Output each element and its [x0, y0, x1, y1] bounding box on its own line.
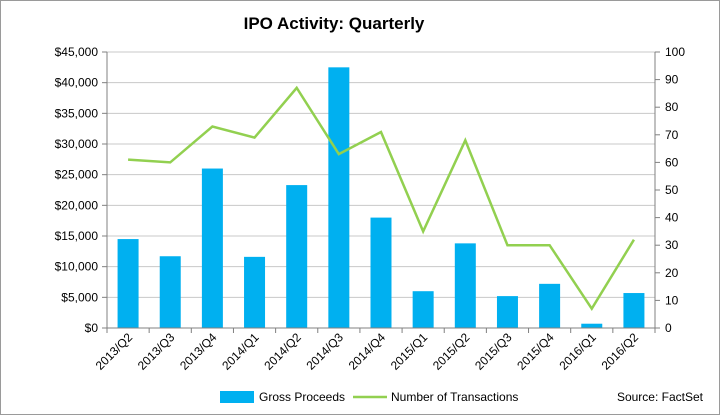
- x-axis-tick-label: 2015/Q4: [514, 330, 557, 373]
- right-axis-tick-label: 70: [665, 128, 679, 142]
- legend: Gross Proceeds Number of Transactions: [220, 390, 518, 404]
- x-axis-tick-label: 2014/Q2: [261, 330, 304, 373]
- left-axis-tick-label: $10,000: [55, 260, 99, 274]
- x-axis-tick-label: 2015/Q3: [472, 330, 515, 373]
- left-axis-tick-label: $45,000: [55, 45, 99, 59]
- right-axis-tick-labels: 0 10 20 30 40 50 60 70 80 90 100: [665, 45, 685, 335]
- right-axis-tick-label: 60: [665, 155, 679, 169]
- right-axis-tick-label: 20: [665, 266, 679, 280]
- left-axis-tick-label: $40,000: [55, 76, 99, 90]
- x-axis-tick-label: 2016/Q1: [556, 330, 599, 373]
- bar-gross-proceeds: [497, 296, 518, 328]
- x-axis-tick-label: 2013/Q4: [177, 330, 220, 373]
- left-axis-tick-label: $15,000: [55, 229, 99, 243]
- x-axis-tick-label: 2013/Q3: [135, 330, 178, 373]
- bar-gross-proceeds: [539, 284, 560, 328]
- bar-gross-proceeds: [202, 169, 223, 328]
- bar-gross-proceeds: [244, 257, 265, 328]
- right-axis-tick-label: 40: [665, 211, 679, 225]
- left-axis-tick-label: $0: [85, 321, 99, 335]
- x-axis-tick-label: 2014/Q1: [219, 330, 262, 373]
- bar-gross-proceeds: [581, 324, 602, 328]
- legend-label-number-of-transactions: Number of Transactions: [391, 390, 518, 404]
- bar-gross-proceeds: [455, 243, 476, 328]
- bar-gross-proceeds: [413, 291, 434, 328]
- x-axis-tick-label: 2015/Q1: [388, 330, 431, 373]
- bar-gross-proceeds: [328, 67, 349, 328]
- right-axis-tick-label: 30: [665, 238, 679, 252]
- bars-gross-proceeds: [118, 67, 645, 328]
- right-axis-tick-label: 0: [665, 321, 672, 335]
- left-axis-tick-labels: $0 $5,000 $10,000 $15,000 $20,000 $25,000 $30,…: [55, 45, 99, 335]
- source-note: Source: FactSet: [617, 390, 704, 404]
- bar-gross-proceeds: [371, 218, 392, 328]
- x-axis-tick-label: 2013/Q2: [93, 330, 136, 373]
- x-axis-tick-label: 2014/Q3: [304, 330, 347, 373]
- x-axis-tick-label: 2016/Q2: [599, 330, 642, 373]
- x-axis-tick-label: 2015/Q2: [430, 330, 473, 373]
- legend-label-gross-proceeds: Gross Proceeds: [259, 390, 345, 404]
- right-axis-tick-label: 50: [665, 183, 679, 197]
- bar-gross-proceeds: [118, 239, 139, 328]
- right-axis-tick-label: 80: [665, 100, 679, 114]
- left-axis-tick-label: $5,000: [61, 290, 98, 304]
- bar-gross-proceeds: [160, 256, 181, 328]
- left-axis-tick-label: $35,000: [55, 106, 99, 120]
- bar-gross-proceeds: [286, 185, 307, 328]
- x-axis-tick-label: 2014/Q4: [346, 330, 389, 373]
- right-axis-tick-label: 10: [665, 293, 679, 307]
- left-axis-tick-label: $30,000: [55, 137, 99, 151]
- left-axis-tick-label: $25,000: [55, 168, 99, 182]
- bar-gross-proceeds: [623, 293, 644, 328]
- legend-swatch-gross-proceeds: [220, 391, 254, 403]
- left-axis-tick-label: $20,000: [55, 198, 99, 212]
- right-axis-tick-label: 100: [665, 45, 685, 59]
- chart-title: IPO Activity: Quarterly: [244, 14, 425, 33]
- right-axis-tick-label: 90: [665, 73, 679, 87]
